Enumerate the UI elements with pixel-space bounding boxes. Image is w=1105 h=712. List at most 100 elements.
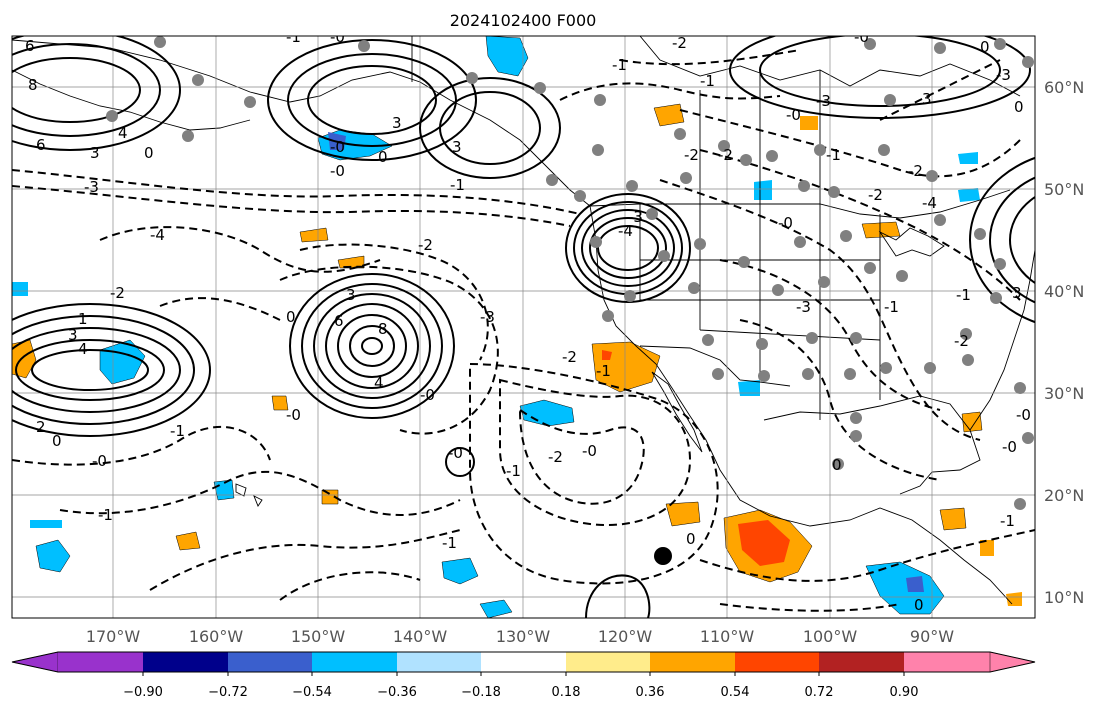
shade-patch	[485, 36, 529, 77]
station-dot	[840, 230, 852, 242]
shade-patch	[441, 557, 479, 585]
shade-patch	[665, 501, 701, 527]
contour-high	[989, 176, 1035, 304]
coastline-aleutians	[12, 69, 251, 131]
colorbar: −0.90 −0.72 −0.54 −0.36 −0.18 0.18 0.36 …	[11, 651, 1036, 700]
coastline-baja	[651, 371, 703, 453]
lon-tick-labels: 170°W 160°W 150°W 140°W 130°W 120°W 110°…	[86, 627, 954, 646]
coastline-gulf	[763, 395, 981, 495]
contour-label: -1	[442, 534, 457, 552]
shade-patch	[861, 221, 901, 239]
station-dot	[934, 214, 946, 226]
contour-label: 3	[1012, 284, 1022, 302]
shade-patch	[980, 540, 994, 556]
station-dot	[740, 154, 752, 166]
lon-tick-label: 150°W	[291, 627, 346, 646]
contour-high	[267, 39, 477, 161]
shade-patch	[519, 399, 575, 427]
station-dot	[884, 94, 896, 106]
contour-label: -0	[786, 106, 801, 124]
border-us-canada	[589, 189, 1011, 219]
contour-label: -1	[884, 298, 899, 316]
positive-contours	[12, 36, 1035, 618]
station-dot	[466, 72, 478, 84]
shade-patch	[337, 255, 365, 269]
lat-tick-label: 10°N	[1044, 588, 1084, 607]
contour-high	[313, 293, 431, 399]
contour-high	[729, 36, 1031, 119]
station-dot	[594, 94, 606, 106]
contour-label: 2	[36, 418, 46, 436]
contour-label: 3	[452, 138, 462, 156]
contour-high	[759, 36, 1001, 107]
contour-low	[559, 82, 781, 101]
station-dot	[702, 334, 714, 346]
colorbar-outline	[11, 651, 1036, 673]
contour-label: -0	[1002, 438, 1017, 456]
contour-high	[12, 43, 161, 137]
contour-low	[149, 529, 461, 591]
contour-high	[1009, 195, 1035, 285]
contour-high	[301, 283, 443, 409]
shade-patch	[906, 576, 924, 592]
contour-label: -1	[700, 72, 715, 90]
station-dots	[106, 36, 1034, 510]
contour-high	[349, 325, 395, 367]
contour-label: -1	[1000, 512, 1015, 530]
contour-low	[279, 265, 499, 435]
station-dot	[688, 282, 700, 294]
lat-tick-label: 20°N	[1044, 486, 1084, 505]
colorbar-segment	[143, 652, 229, 672]
contour-label: -1	[612, 56, 627, 74]
colorbar-segment	[819, 652, 905, 672]
contour-low	[159, 297, 281, 321]
contour-low	[719, 259, 941, 411]
shade-patch	[602, 350, 612, 360]
shade-patch	[321, 489, 339, 505]
station-dot	[712, 368, 724, 380]
contour-low	[739, 319, 941, 481]
station-dot	[602, 310, 614, 322]
contour-label: -2	[548, 448, 563, 466]
contour-high	[585, 574, 651, 618]
contour-label: 0	[980, 38, 990, 56]
shade-patch	[738, 520, 790, 566]
shade-patch	[961, 411, 983, 433]
lat-tick-label: 60°N	[1044, 78, 1084, 97]
shade-patch	[865, 561, 945, 615]
contour-label: -2	[908, 162, 923, 180]
station-dot	[832, 458, 844, 470]
colorbar-segment	[481, 652, 567, 672]
contour-high	[15, 339, 165, 401]
colorbar-segment	[650, 652, 736, 672]
station-dot	[926, 170, 938, 182]
station-dot	[828, 186, 840, 198]
contour-label: -1	[596, 362, 611, 380]
contour-label: 0	[1014, 98, 1024, 116]
map-frame	[11, 35, 1036, 619]
contour-label: -3	[816, 92, 831, 110]
contour-label: -2	[562, 348, 577, 366]
shade-patch	[299, 227, 329, 243]
coastline-greatlakes	[878, 227, 945, 257]
station-dot	[658, 250, 670, 262]
station-dot	[358, 40, 370, 52]
contour-label: -4	[618, 222, 633, 240]
contour-label: -0	[330, 162, 345, 180]
contour-label: -1	[286, 28, 301, 46]
shade-patch	[958, 152, 978, 164]
station-dot	[680, 172, 692, 184]
contour-high	[12, 315, 195, 425]
contour-label: -4	[922, 194, 937, 212]
contour-label: 3	[90, 144, 100, 162]
contour-low	[12, 425, 271, 466]
station-dot	[960, 328, 972, 340]
colorbar-label: −0.54	[292, 685, 332, 700]
contour-high	[289, 273, 455, 419]
lon-tick-label: 120°W	[598, 627, 653, 646]
station-dot	[546, 174, 558, 186]
contour-low	[659, 179, 981, 441]
colorbar-label: −0.18	[461, 685, 501, 700]
station-dot	[592, 144, 604, 156]
contour-label: 3	[392, 114, 402, 132]
